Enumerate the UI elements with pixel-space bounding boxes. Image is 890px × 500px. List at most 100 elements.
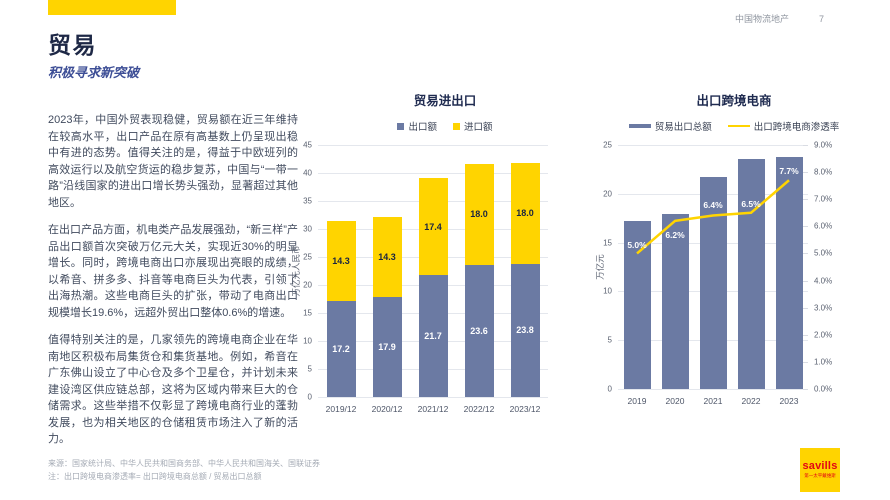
legend-item-export-total: 贸易出口总额 <box>628 119 712 133</box>
bar-value-label: 23.6 <box>470 325 488 336</box>
legend-label: 出口跨境电商渗透率 <box>753 122 840 133</box>
y-axis-tick: 5 <box>607 335 612 345</box>
legend-label: 进口额 <box>464 122 493 133</box>
bar-value-label: 23.8 <box>516 325 534 336</box>
bar-series-swatch-icon <box>628 124 651 128</box>
import-swatch-icon <box>453 122 460 130</box>
article-paragraph-3: 值得特别关注的是，几家领先的跨境电商企业在华南地区积极布局集货仓和集货基地。例如… <box>48 334 298 445</box>
bar-value-label: 14.3 <box>332 255 350 266</box>
chart-title: 贸易进出口 <box>413 94 477 108</box>
y-axis-tick: 45 <box>303 140 312 150</box>
accent-bar <box>48 0 176 15</box>
bar-value-label: 18.0 <box>470 209 488 220</box>
y-axis-tick: 40 <box>303 168 312 178</box>
bar-segment: 17.4 <box>418 178 448 276</box>
y-axis-tick: 25 <box>603 140 612 150</box>
x-axis-tick: 2021 <box>703 396 723 406</box>
secondary-y-axis-tick: 6.0% <box>814 221 833 231</box>
secondary-axis-tickmark <box>803 307 808 309</box>
definition-note: 注：出口跨境电商渗透率= 出口跨境电商总额 / 贸易出口总额 <box>48 471 262 481</box>
x-axis-tick: 2021/12 <box>417 404 449 414</box>
y-axis-tick: 25 <box>303 252 312 262</box>
secondary-axis-tickmark <box>803 145 808 146</box>
bar-segment <box>623 221 651 389</box>
bar-segment <box>775 156 803 389</box>
y-axis-tick: 0 <box>307 392 312 402</box>
bar-segment: 18.0 <box>464 164 494 265</box>
penetration-line <box>636 179 790 255</box>
article-text-column: 2023年，中国外贸表现稳健，贸易额在近三年维持在较高水平，出口产品在原有高基数… <box>48 112 298 459</box>
y-axis-tick: 15 <box>303 308 312 318</box>
bar-segment: 17.2 <box>326 300 356 397</box>
bar-value-label: 17.2 <box>332 343 350 354</box>
y-axis-tick: 20 <box>603 189 612 199</box>
secondary-y-axis-tick: 0.0% <box>814 384 833 394</box>
line-value-label: 6.5% <box>741 198 761 209</box>
bar-value-label: 21.7 <box>424 331 442 342</box>
page-number: 7 <box>818 14 824 24</box>
secondary-y-axis-tick: 7.0% <box>814 194 833 204</box>
legend-item-export: 出口额 <box>397 119 437 133</box>
secondary-axis-tickmark <box>803 199 808 201</box>
secondary-y-axis-tick: 8.0% <box>814 167 833 177</box>
bar-segment: 23.8 <box>510 263 540 397</box>
chart-crossborder-ecommerce: 出口跨境电商 贸易出口总额 出口跨境电商渗透率 万亿元 0 5 10 15 20 25 0.… <box>595 90 870 450</box>
bar-segment: 14.3 <box>326 220 356 301</box>
secondary-y-axis-tick: 5.0% <box>814 248 833 258</box>
legend-item-penetration: 出口跨境电商渗透率 <box>727 119 840 133</box>
line-value-label: 7.7% <box>779 166 799 177</box>
y-axis-tick: 10 <box>603 286 612 296</box>
secondary-y-axis-tick: 1.0% <box>814 357 833 367</box>
line-series-swatch-icon <box>727 125 750 127</box>
secondary-y-axis-tick: 9.0% <box>814 140 833 150</box>
secondary-y-axis-tick: 3.0% <box>814 303 833 313</box>
secondary-axis-tickmark <box>803 226 808 228</box>
secondary-y-axis-tick: 2.0% <box>814 330 833 340</box>
bar-segment <box>699 177 727 389</box>
chart-trade-import-export: 贸易进出口 出口额 进口额 万亿元人民币 0 5 10 15 20 25 30 35 40 45 1… <box>291 90 590 450</box>
x-axis-tick: 2019 <box>627 396 647 406</box>
line-value-label: 5.0% <box>627 240 647 251</box>
secondary-axis-tickmark <box>803 253 808 255</box>
gridline <box>618 389 808 390</box>
line-value-label: 6.2% <box>665 229 685 240</box>
secondary-axis-tickmark <box>803 389 808 390</box>
article-paragraph-2: 在出口产品方面，机电类产品发展强劲，“新三样”产品出口额首次突破万亿元大关，实现… <box>48 224 298 319</box>
gridline <box>318 145 548 146</box>
y-axis-label: 万亿元 <box>595 254 605 280</box>
y-axis-tick: 15 <box>603 238 612 248</box>
y-axis-tick: 30 <box>303 224 312 234</box>
bar-value-label: 18.0 <box>516 208 534 219</box>
bar-value-label: 14.3 <box>378 251 396 262</box>
stacked-bar-plot-area: 万亿元人民币 0 5 10 15 20 25 30 35 40 45 17.2 14.3 2019/12… <box>291 141 548 414</box>
y-axis-tick: 5 <box>307 364 312 374</box>
y-axis-tick: 0 <box>607 384 612 394</box>
export-swatch-icon <box>397 122 405 130</box>
gridline <box>318 397 548 398</box>
logo-brand-text: savills <box>802 460 838 472</box>
x-axis-tick: 2020/12 <box>371 404 403 414</box>
legend-item-import: 进口额 <box>453 119 493 133</box>
article-paragraph-1: 2023年，中国外贸表现稳健，贸易额在近三年维持在较高水平，出口产品在原有高基数… <box>48 114 298 209</box>
chart-title: 出口跨境电商 <box>696 94 772 108</box>
bar-segment: 18.0 <box>510 162 540 264</box>
bar-value-label: 17.4 <box>424 221 442 232</box>
header-brand: 中国物流地产 <box>734 14 789 24</box>
bar-segment <box>661 214 689 389</box>
secondary-axis-tickmark <box>803 361 808 363</box>
page-title: 贸易 <box>48 32 97 58</box>
page-header: 中国物流地产 7 <box>735 12 824 25</box>
x-axis-tick: 2019/12 <box>325 404 357 414</box>
chart-legend: 贸易出口总额 出口跨境电商渗透率 <box>598 119 870 133</box>
secondary-axis-tickmark <box>803 334 808 336</box>
bar-segment: 17.9 <box>372 296 402 397</box>
source-note: 来源：国家统计局、中华人民共和国商务部、中华人民共和国海关、国联证券 <box>48 459 320 468</box>
x-axis-tick: 2023/12 <box>509 404 541 414</box>
y-axis-tick: 20 <box>303 280 312 290</box>
bar-value-label: 17.9 <box>378 341 396 352</box>
x-axis-tick: 2023 <box>779 396 799 406</box>
x-axis-tick: 2022/12 <box>463 404 495 414</box>
page-subtitle: 积极寻求新突破 <box>48 65 140 80</box>
legend-label: 出口额 <box>408 122 437 133</box>
